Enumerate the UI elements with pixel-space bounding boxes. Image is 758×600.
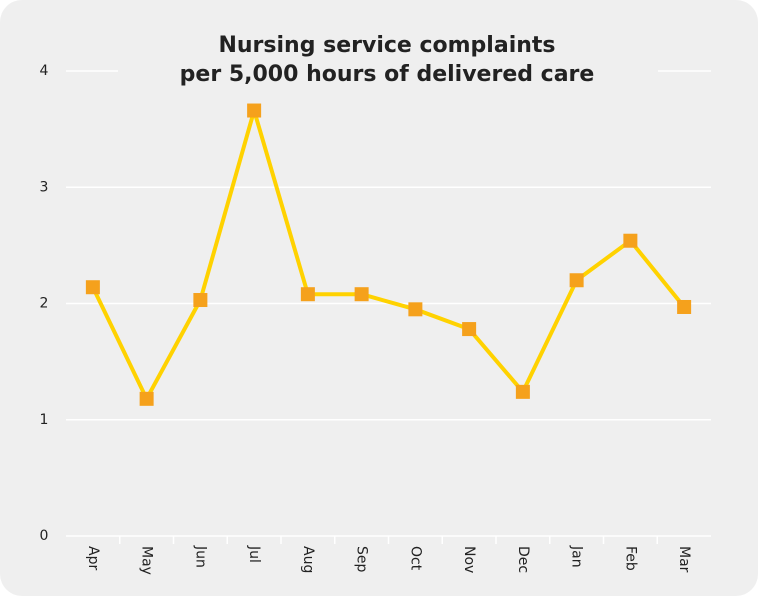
y-tick-label: 0	[40, 528, 49, 544]
chart-title: per 5,000 hours of delivered care	[180, 62, 595, 87]
data-point	[408, 302, 423, 317]
data-point	[515, 384, 530, 399]
x-tick-label: Apr	[85, 546, 101, 570]
data-point	[569, 273, 584, 288]
x-tick-label: Sep	[354, 546, 370, 573]
y-tick-label: 4	[40, 63, 49, 79]
series-line	[91, 108, 686, 401]
data-point	[139, 391, 154, 406]
x-tick-label: May	[139, 546, 155, 575]
data-point	[193, 293, 208, 308]
x-tick-label: Jan	[569, 545, 585, 568]
x-tick-label: Mar	[676, 546, 692, 573]
data-point	[354, 287, 369, 302]
data-point	[677, 299, 692, 314]
x-tick-label: Feb	[622, 546, 638, 571]
x-tick-label: Dec	[515, 546, 531, 573]
data-point	[247, 103, 262, 118]
x-tick-label: Jun	[192, 545, 208, 568]
chart-title: Nursing service complaints	[218, 33, 555, 58]
data-point	[623, 233, 638, 248]
data-point	[462, 322, 477, 337]
x-tick-label: Jul	[246, 545, 262, 563]
y-tick-label: 2	[40, 296, 49, 312]
title-background	[118, 28, 658, 98]
x-tick-label: Aug	[300, 546, 316, 573]
x-tick-label: Nov	[461, 546, 477, 573]
y-tick-label: 1	[40, 412, 49, 428]
data-point	[85, 280, 100, 295]
x-tick-label: Oct	[407, 546, 423, 571]
y-tick-label: 3	[40, 179, 49, 195]
data-point	[300, 287, 315, 302]
